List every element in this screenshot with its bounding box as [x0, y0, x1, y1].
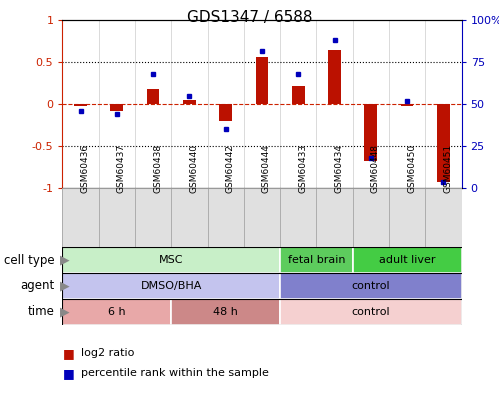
Text: fetal brain: fetal brain [287, 255, 345, 265]
Bar [280, 247, 353, 273]
Text: ▶: ▶ [60, 254, 69, 266]
Text: ▶: ▶ [60, 279, 69, 292]
Bar [62, 273, 280, 299]
Bar [292, 86, 304, 104]
Bar [437, 104, 450, 181]
Text: adult liver: adult liver [379, 255, 436, 265]
Text: GSM60448: GSM60448 [371, 144, 380, 193]
Text: GSM60438: GSM60438 [153, 144, 162, 193]
Bar [183, 100, 196, 104]
Bar [147, 89, 160, 104]
Text: control: control [351, 281, 390, 291]
Text: DMSO/BHA: DMSO/BHA [141, 281, 202, 291]
Bar [401, 104, 414, 106]
Bar [280, 273, 462, 299]
Text: GSM60442: GSM60442 [226, 144, 235, 193]
Text: GDS1347 / 6588: GDS1347 / 6588 [187, 10, 312, 25]
Text: GSM60450: GSM60450 [407, 144, 416, 193]
Text: time: time [28, 305, 55, 318]
Text: ▶: ▶ [60, 305, 69, 318]
Bar [364, 104, 377, 161]
Bar [280, 299, 462, 325]
Text: 48 h: 48 h [213, 307, 238, 317]
Text: MSC: MSC [159, 255, 184, 265]
Text: 6 h: 6 h [108, 307, 126, 317]
Text: control: control [351, 307, 390, 317]
Bar [110, 104, 123, 111]
Text: cell type: cell type [4, 254, 55, 266]
Text: ■: ■ [62, 367, 74, 380]
Bar [328, 50, 341, 104]
Bar [62, 247, 280, 273]
Bar [255, 57, 268, 104]
Text: percentile rank within the sample: percentile rank within the sample [81, 369, 269, 378]
Text: GSM60440: GSM60440 [190, 144, 199, 193]
Text: ■: ■ [62, 347, 74, 360]
Bar [220, 104, 232, 121]
Text: log2 ratio: log2 ratio [81, 348, 135, 358]
Text: GSM60433: GSM60433 [298, 144, 307, 193]
Bar [74, 104, 87, 106]
Text: GSM60434: GSM60434 [334, 144, 343, 193]
Text: GSM60451: GSM60451 [444, 144, 453, 193]
Bar [62, 299, 171, 325]
Text: GSM60437: GSM60437 [117, 144, 126, 193]
Text: GSM60436: GSM60436 [80, 144, 89, 193]
Bar [353, 247, 462, 273]
Bar [171, 299, 280, 325]
Text: agent: agent [20, 279, 55, 292]
Text: GSM60444: GSM60444 [262, 144, 271, 193]
